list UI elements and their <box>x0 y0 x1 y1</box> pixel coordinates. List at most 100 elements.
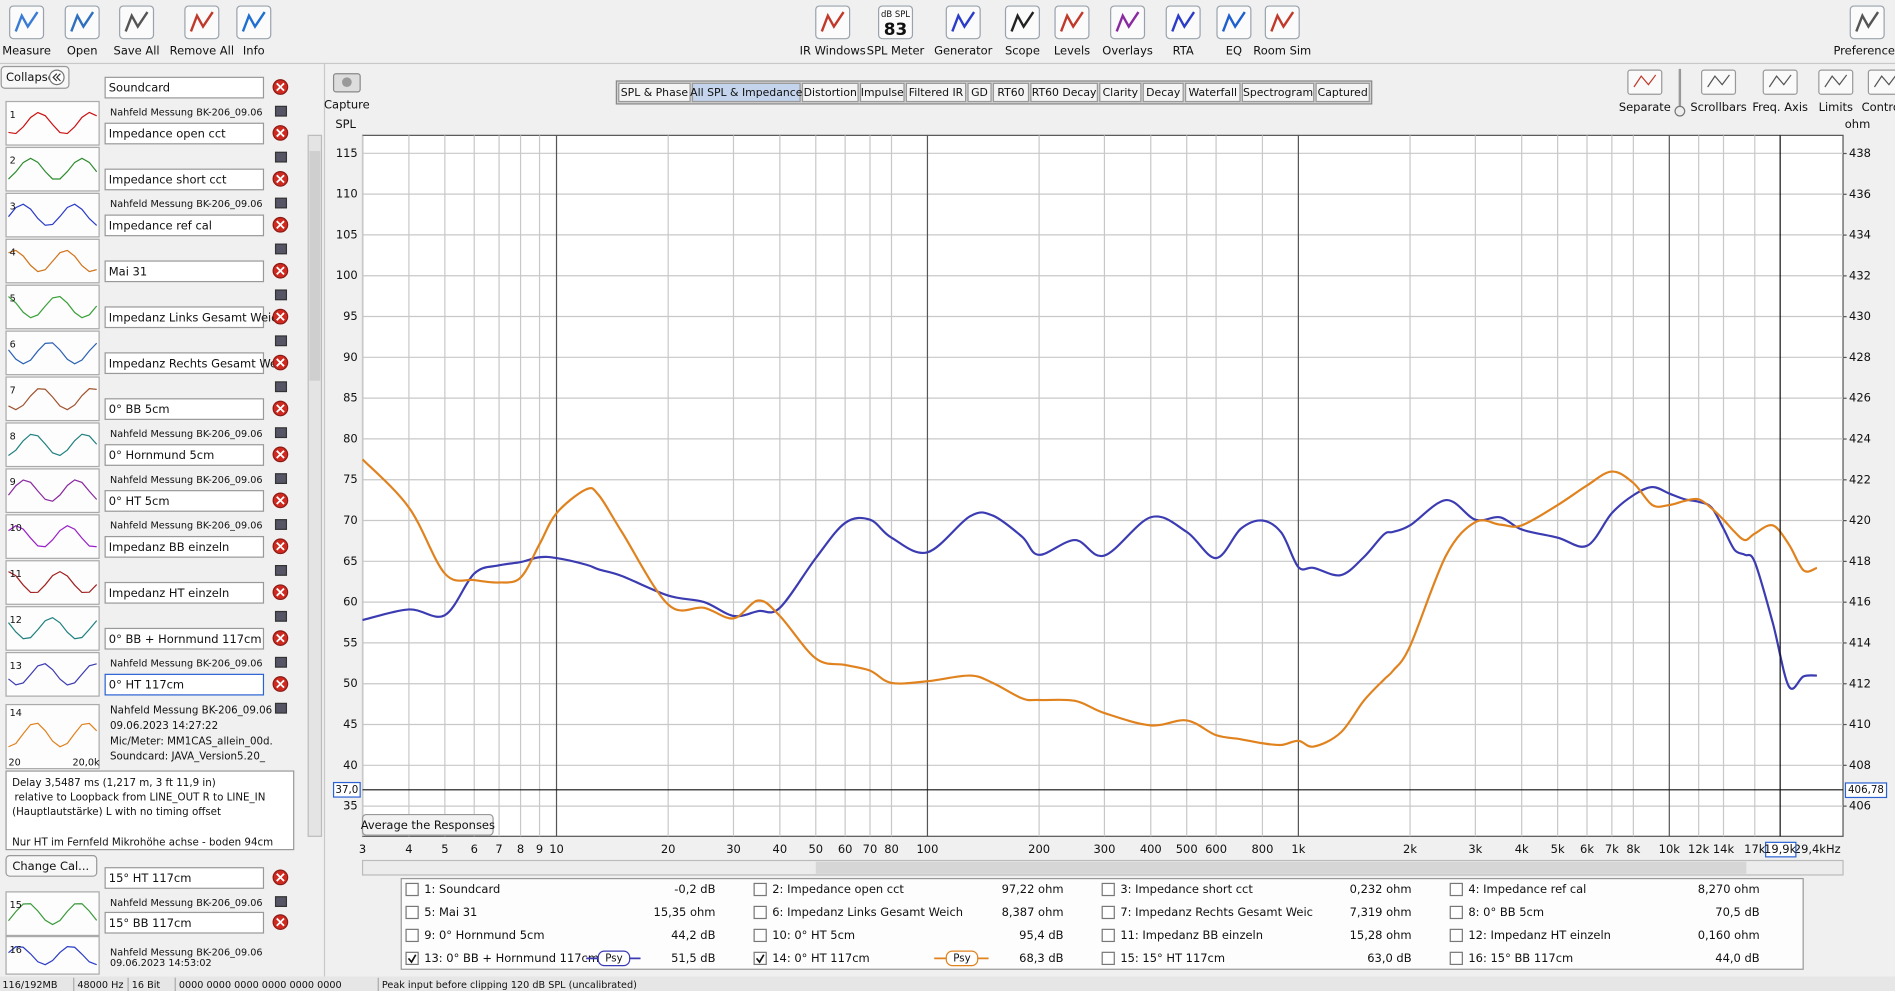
plot-scroll-thumb[interactable] <box>815 861 1747 874</box>
thumbnail[interactable] <box>5 652 100 697</box>
legend-checkbox[interactable] <box>753 905 767 920</box>
save-item[interactable] <box>274 610 288 622</box>
item-name-box[interactable] <box>104 214 265 237</box>
thumbnail[interactable] <box>5 146 100 192</box>
legend-name: 3: Impedance short cct <box>1120 882 1253 896</box>
save-item[interactable] <box>274 656 288 668</box>
save-item[interactable] <box>274 702 288 714</box>
item-name-box[interactable] <box>104 581 265 604</box>
save-item[interactable] <box>274 105 288 117</box>
thumbnail[interactable] <box>5 514 100 559</box>
item-name-box[interactable] <box>104 352 265 375</box>
save-item[interactable] <box>274 896 288 908</box>
psy-button[interactable] <box>597 950 631 967</box>
thumbnail[interactable] <box>5 284 100 330</box>
item-name-box[interactable] <box>104 444 265 466</box>
legend-checkbox[interactable] <box>1449 951 1463 966</box>
tab[interactable] <box>801 82 859 103</box>
legend-checkbox[interactable] <box>1101 905 1115 920</box>
average-button[interactable] <box>361 813 494 836</box>
thumbnail[interactable] <box>5 330 100 376</box>
psy-button[interactable] <box>945 950 979 967</box>
tab[interactable] <box>859 82 905 103</box>
thumbnail[interactable] <box>5 100 100 146</box>
tab[interactable] <box>1184 82 1241 103</box>
icon-glyph <box>1010 11 1035 32</box>
item-name-box[interactable] <box>104 260 265 283</box>
item-name-box[interactable] <box>104 306 265 329</box>
tab[interactable] <box>618 82 691 103</box>
legend-checkbox[interactable] <box>1449 905 1463 920</box>
x-tick-label: 5k <box>1551 842 1565 856</box>
y2-tick-label: 420 <box>1849 513 1871 527</box>
item-name-box[interactable] <box>104 490 265 512</box>
save-item[interactable] <box>274 335 288 347</box>
view-icon[interactable] <box>1867 69 1895 95</box>
notes-box[interactable] <box>5 770 295 851</box>
save-item[interactable] <box>274 381 288 393</box>
y2-axis-title: ohm <box>1845 117 1870 131</box>
thumbnail[interactable] <box>5 468 100 514</box>
thumbnail[interactable] <box>5 606 100 651</box>
legend-checkbox[interactable] <box>405 882 419 897</box>
item-name-box[interactable] <box>104 398 265 420</box>
thumbnail[interactable] <box>5 891 100 937</box>
legend-checkbox[interactable] <box>405 928 419 943</box>
save-item[interactable] <box>274 197 288 209</box>
item-name-box[interactable] <box>104 122 265 145</box>
tab[interactable] <box>967 82 992 103</box>
thumbnail-curve <box>8 111 97 135</box>
item-name-box[interactable] <box>104 168 265 191</box>
item-number: 10 <box>10 523 22 534</box>
notes-line: Delay 3,5487 ms (1,217 m, 3 ft 11,9 in) <box>12 777 216 789</box>
x-tick-label: 60 <box>838 842 853 856</box>
item-name-box[interactable] <box>104 627 265 650</box>
item-number: 9 <box>10 477 16 488</box>
legend-checkbox[interactable] <box>1101 951 1115 966</box>
item-number: 3 <box>10 202 16 213</box>
tab[interactable] <box>1099 82 1142 103</box>
save-item[interactable] <box>274 243 288 255</box>
legend-checkbox[interactable] <box>405 905 419 920</box>
legend-name: 7: Impedanz Rechts Gesamt Weic <box>1120 905 1313 919</box>
item-name-box[interactable] <box>104 76 265 99</box>
tab[interactable] <box>1030 82 1098 103</box>
toolbar-icon[interactable] <box>878 5 914 40</box>
thumbnail[interactable] <box>5 560 100 605</box>
legend-checkbox[interactable] <box>1449 928 1463 943</box>
save-item[interactable] <box>274 519 288 530</box>
save-item[interactable] <box>274 473 288 485</box>
tab[interactable] <box>905 82 967 103</box>
view-icon[interactable] <box>1627 69 1663 95</box>
tab[interactable] <box>1315 82 1370 103</box>
thumbnail[interactable] <box>5 192 100 238</box>
tab[interactable] <box>691 82 801 103</box>
item-note: Nahfeld Messung BK-206_09.06 <box>110 898 263 909</box>
tab[interactable] <box>992 82 1030 103</box>
save-item[interactable] <box>274 289 288 301</box>
view-icon[interactable] <box>1701 69 1737 95</box>
tab[interactable] <box>1241 82 1315 103</box>
legend-checkbox[interactable] <box>1101 928 1115 943</box>
item-name-box[interactable] <box>104 911 265 934</box>
thumbnail[interactable] <box>5 422 100 468</box>
y2-tick-label: 416 <box>1849 595 1871 609</box>
save-item[interactable] <box>274 427 288 439</box>
panel-scroll-thumb[interactable] <box>309 151 321 381</box>
tab[interactable] <box>1142 82 1184 103</box>
thumbnail[interactable] <box>5 376 100 422</box>
separate-knob[interactable] <box>1674 105 1686 117</box>
view-icon[interactable] <box>1818 69 1854 95</box>
view-icon[interactable] <box>1762 69 1798 95</box>
save-item[interactable] <box>274 151 288 163</box>
item-name-box[interactable] <box>104 673 265 696</box>
legend-checkbox[interactable] <box>753 882 767 897</box>
legend-checkbox[interactable] <box>1101 882 1115 897</box>
legend-checkbox[interactable] <box>753 928 767 943</box>
save-item[interactable] <box>274 564 288 576</box>
legend-checkbox[interactable] <box>1449 882 1463 897</box>
item-name-box[interactable] <box>104 867 265 889</box>
item-name-box[interactable] <box>104 535 265 558</box>
tab-label: Waterfall <box>1188 86 1237 99</box>
change-cal-button[interactable] <box>5 855 98 877</box>
